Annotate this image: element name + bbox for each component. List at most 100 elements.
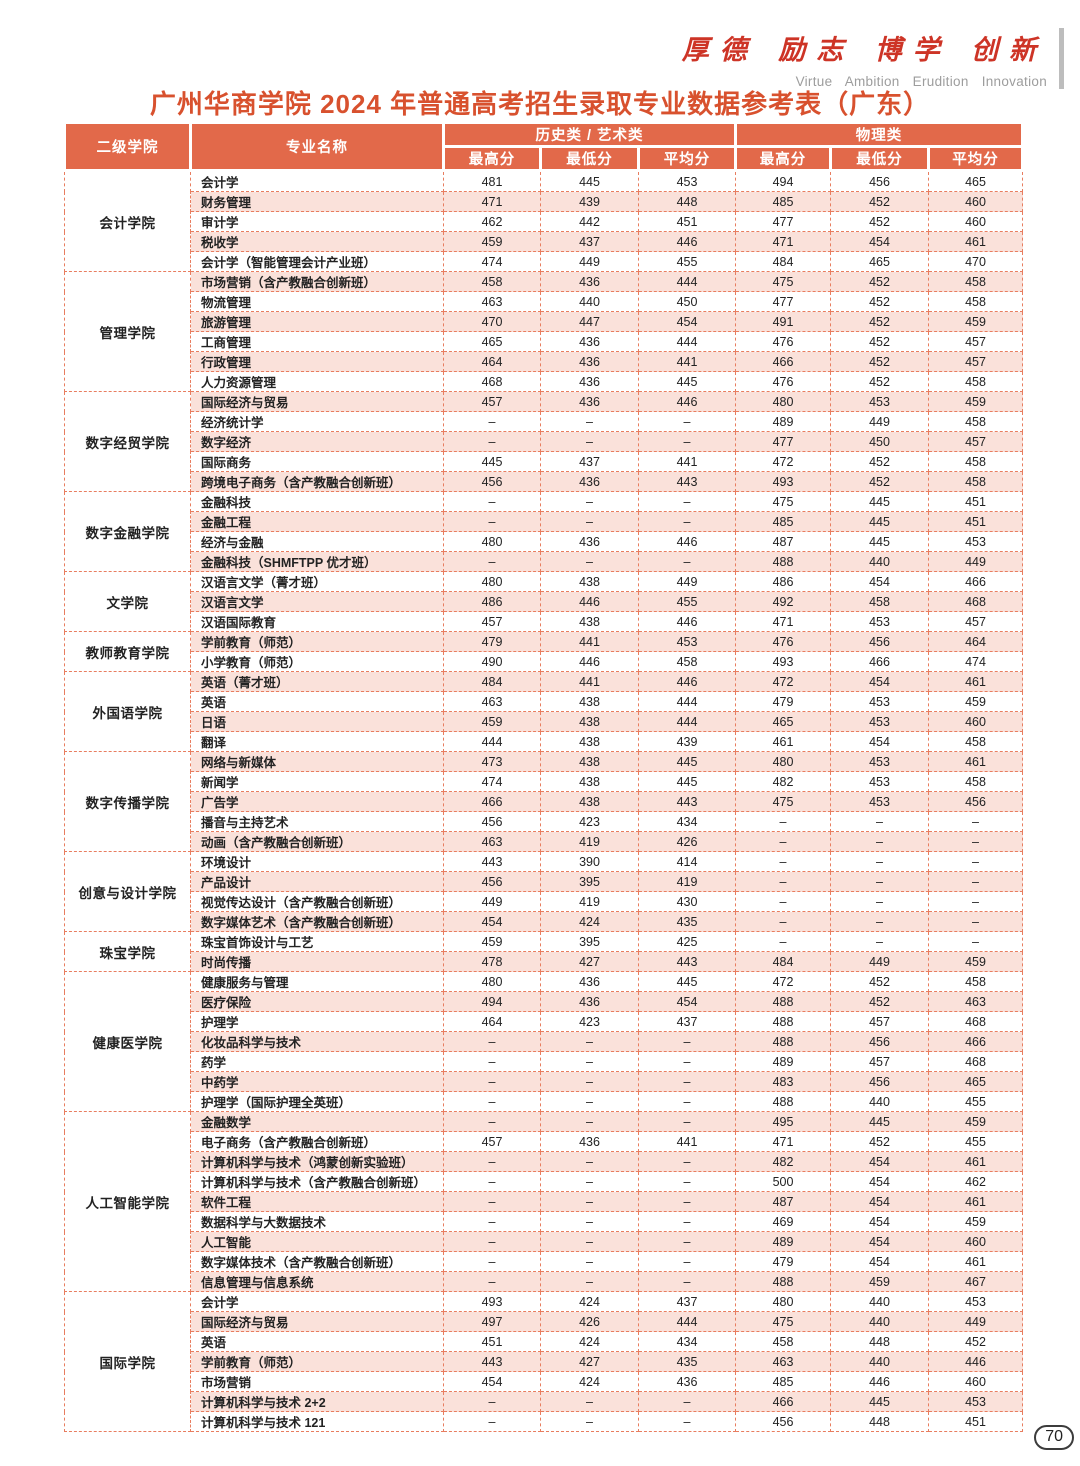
score-cell: – [638, 431, 736, 452]
score-cell: – [928, 811, 1023, 832]
score-cell: 427 [540, 951, 639, 972]
score-cell: 419 [540, 831, 639, 852]
score-cell: 484 [735, 951, 831, 972]
score-cell: 461 [928, 1151, 1023, 1172]
score-cell: 426 [638, 831, 736, 852]
score-cell: 472 [735, 971, 831, 992]
college-name-cell: 珠宝学院 [64, 931, 191, 972]
score-cell: 462 [443, 211, 541, 232]
score-cell: 465 [443, 331, 541, 352]
score-cell: 452 [830, 191, 929, 212]
score-cell: – [928, 931, 1023, 952]
score-cell: 395 [540, 931, 639, 952]
score-cell: – [540, 1071, 639, 1092]
admission-score-table: 二级学院 专业名称 历史类 / 艺术类 物理类 最高分 最低分 平均分 最高分 … [63, 121, 1024, 1432]
score-cell: 462 [928, 1171, 1023, 1192]
score-cell: – [638, 1211, 736, 1232]
score-cell: 454 [830, 1171, 929, 1192]
score-cell: – [443, 491, 541, 512]
table-row: 计算机科学与技术（含产教融合创新班） – – –500 454 462 [65, 1171, 1023, 1192]
major-name-cell: 学前教育（师范） [190, 631, 444, 652]
table-row: 小学教育（师范） 490 446 458 493 466 474 [65, 651, 1023, 672]
major-name-cell: 电子商务（含产教融合创新班） [190, 1131, 444, 1152]
score-cell: 443 [638, 951, 736, 972]
score-cell: 487 [735, 1191, 831, 1212]
table-row: 翻译 444 438 439 461 454 458 [65, 731, 1023, 752]
score-cell: 446 [638, 231, 736, 252]
score-cell: 474 [443, 771, 541, 792]
score-cell: – [830, 911, 929, 932]
score-cell: 436 [540, 971, 639, 992]
score-cell: – [540, 1251, 639, 1272]
college-name-cell: 健康医学院 [64, 971, 191, 1112]
score-cell: 465 [830, 251, 929, 272]
header-college: 二级学院 [63, 121, 192, 172]
table-row: 健康医学院 健康服务与管理 480 436 445 472 452 458 [64, 971, 1023, 1112]
college-name-cell: 会计学院 [64, 170, 191, 272]
score-cell: 459 [928, 391, 1023, 412]
score-cell: 475 [735, 791, 831, 812]
score-cell: 446 [928, 1351, 1023, 1372]
motto-text: 厚德 励志 博学 创新 Virtue Ambition Erudition In… [682, 28, 1047, 89]
score-cell: 440 [540, 291, 639, 312]
score-cell: 452 [830, 971, 929, 992]
score-cell: 455 [928, 1091, 1023, 1112]
score-cell: 492 [735, 591, 831, 612]
table-row: 数字经贸学院 国际经济与贸易 457 436 446 480 453 459 [64, 391, 1023, 492]
major-name-cell: 汉语国际教育 [190, 611, 444, 632]
table-row: 物流管理 463 440 450 477 452 458 [65, 291, 1023, 312]
score-cell: – [540, 411, 639, 432]
score-cell: 482 [735, 1151, 831, 1172]
header-phys-max: 最高分 [734, 145, 832, 172]
score-cell: 456 [928, 791, 1023, 812]
score-cell: – [540, 551, 639, 572]
score-cell: 458 [443, 271, 541, 292]
score-cell: 414 [638, 851, 736, 872]
score-cell: 435 [638, 1351, 736, 1372]
score-cell: – [540, 1151, 639, 1172]
table-row: 跨境电子商务（含产教融合创新班） 456 436 443 493 452 458 [65, 471, 1023, 492]
table-row: 日语 459 438 444 465 453 460 [65, 711, 1023, 732]
score-cell: 436 [638, 1371, 736, 1392]
college-name-cell: 国际学院 [64, 1291, 191, 1432]
major-name-cell: 网络与新媒体 [190, 751, 444, 772]
major-name-cell: 财务管理 [190, 191, 444, 212]
score-cell: 455 [928, 1131, 1023, 1152]
table-header: 二级学院 专业名称 历史类 / 艺术类 物理类 最高分 最低分 平均分 最高分 … [63, 121, 1024, 172]
score-cell: 438 [540, 571, 639, 592]
major-name-cell: 审计学 [190, 211, 444, 232]
score-cell: 450 [638, 291, 736, 312]
header-phys-min: 最低分 [829, 145, 930, 172]
score-cell: 458 [830, 591, 929, 612]
major-name-cell: 汉语言文学 [190, 591, 444, 612]
score-cell: 445 [638, 771, 736, 792]
score-cell: 426 [540, 1311, 639, 1332]
table-row: 管理学院 市场营销（含产教融合创新班） 458 436 444 475 452 458 [64, 271, 1023, 392]
score-cell: 452 [928, 1331, 1023, 1352]
score-cell: 456 [443, 471, 541, 492]
table-row: 文学院 汉语言文学（菁才班） 480 438 449 486 454 466 [64, 571, 1023, 632]
score-cell: 440 [830, 1291, 929, 1312]
score-cell: 461 [928, 1191, 1023, 1212]
score-cell: 453 [830, 791, 929, 812]
score-cell: 483 [735, 1071, 831, 1092]
table-row: 新闻学 474 438 445 482 453 458 [65, 771, 1023, 792]
score-cell: 442 [540, 211, 639, 232]
major-name-cell: 化妆品科学与技术 [190, 1031, 444, 1052]
score-cell: 438 [540, 791, 639, 812]
major-name-cell: 健康服务与管理 [190, 971, 444, 992]
table-row: 护理学 464 423 437 488 457 468 [65, 1011, 1023, 1032]
score-cell: 460 [928, 711, 1023, 732]
score-cell: 440 [830, 1091, 929, 1112]
score-cell: – [735, 811, 831, 832]
score-cell: 444 [638, 271, 736, 292]
score-cell: 390 [540, 851, 639, 872]
score-cell: 485 [735, 1371, 831, 1392]
major-name-cell: 市场营销（含产教融合创新班） [190, 271, 444, 292]
score-cell: 488 [735, 991, 831, 1012]
table-row: 产品设计 456 395 419– – – [65, 871, 1023, 892]
table-row: 国际学院 会计学 493 424 437 480 440 453 [64, 1291, 1023, 1432]
score-cell: 458 [928, 731, 1023, 752]
score-cell: 443 [638, 471, 736, 492]
